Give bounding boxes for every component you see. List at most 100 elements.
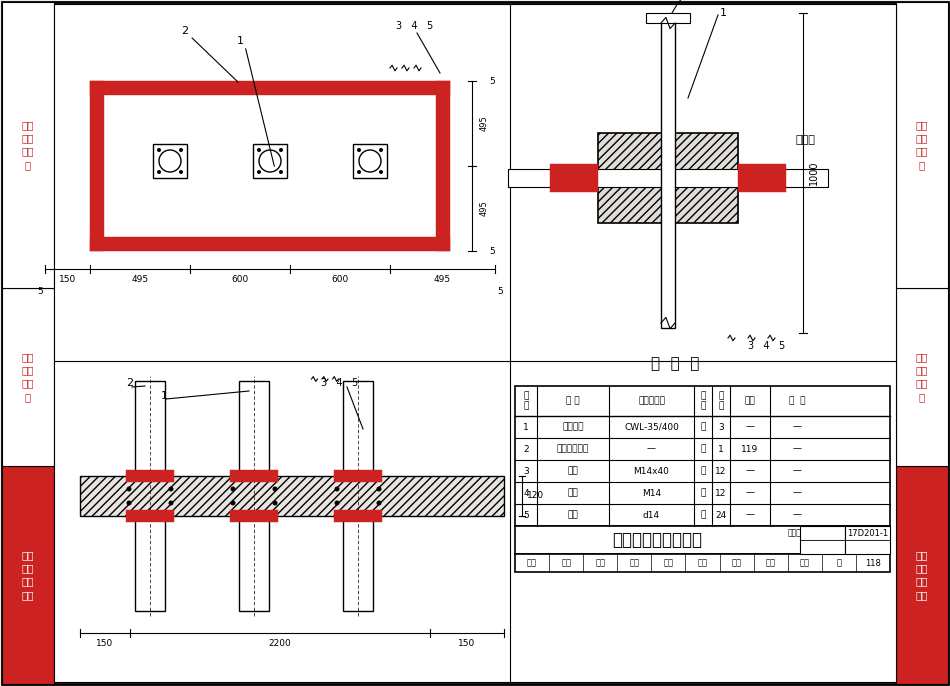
Bar [845,526,890,554]
Circle shape [376,501,382,506]
Text: 2: 2 [126,378,134,388]
Text: 3: 3 [523,466,529,475]
Text: 17D201-1: 17D201-1 [847,528,888,538]
Text: 24: 24 [715,510,727,519]
Bar [896,2,948,288]
Text: 穿墙套管安装（一）: 穿墙套管安装（一） [613,531,702,549]
Text: 常用
设备
构件
安装: 常用 设备 构件 安装 [916,550,928,600]
Bar [239,381,269,476]
Text: —: — [647,445,656,453]
Bar [153,144,187,178]
Text: 119: 119 [741,445,759,453]
Bar [2,288,54,466]
Text: 5: 5 [523,510,529,519]
Circle shape [357,148,361,152]
Text: 2200: 2200 [269,639,292,648]
Bar [334,470,382,482]
Bar [104,95,436,237]
Circle shape [257,148,261,152]
Text: 2: 2 [523,445,529,453]
Circle shape [179,170,183,174]
Text: 常用
设备
构件
安装: 常用 设备 构件 安装 [22,550,34,600]
Text: 编
号: 编 号 [523,391,529,411]
Text: 变压
器室
布置
图: 变压 器室 布置 图 [22,120,34,170]
Text: 1: 1 [718,445,724,453]
Text: 5: 5 [37,287,43,296]
Text: 12: 12 [715,466,727,475]
Circle shape [157,170,161,174]
Text: 明  细  表: 明 细 表 [651,357,699,372]
Bar [353,144,387,178]
Text: 图集号: 图集号 [788,528,802,538]
Text: 个: 个 [700,488,706,497]
Text: 4: 4 [523,488,529,497]
Bar [80,476,504,516]
Text: 陈旭: 陈旭 [561,558,571,567]
Bar [90,237,450,251]
Text: d14: d14 [643,510,660,519]
Circle shape [376,486,382,491]
Text: M14: M14 [642,488,661,497]
Text: —: — [793,423,802,431]
Text: 3: 3 [718,423,724,431]
Text: 数
量: 数 量 [718,391,724,411]
Bar [800,526,845,554]
Bar [334,510,382,522]
Text: —: — [793,466,802,475]
Bar [343,516,373,611]
Circle shape [126,501,131,506]
Text: 变压
器室
布置
图: 变压 器室 布置 图 [916,120,928,170]
Circle shape [231,501,236,506]
Text: 1: 1 [523,423,529,431]
Text: 3   4   5: 3 4 5 [748,341,786,351]
Text: 土建
设计
任务
图: 土建 设计 任务 图 [916,352,928,402]
Text: 495: 495 [480,200,489,216]
Text: —: — [793,510,802,519]
Text: 昱昆: 昱昆 [800,558,809,567]
Text: 螺栓: 螺栓 [568,466,579,475]
Text: 型号及规格: 型号及规格 [638,397,665,405]
Circle shape [179,148,183,152]
Text: 2: 2 [181,26,188,36]
Bar [2,466,54,684]
Text: 120: 120 [527,491,544,501]
Text: 12: 12 [715,488,727,497]
Circle shape [231,486,236,491]
Text: 2: 2 [676,0,684,5]
Bar [230,470,278,482]
Text: 页次: 页次 [745,397,755,405]
Text: 审核: 审核 [527,558,537,567]
Text: —: — [793,445,802,453]
Circle shape [279,170,283,174]
Bar [515,526,890,554]
Bar [2,2,54,288]
Text: 3   4   5: 3 4 5 [321,378,359,388]
Text: —: — [793,488,802,497]
Text: 负责: 负责 [596,558,605,567]
Text: 495: 495 [131,275,148,284]
Text: 495: 495 [434,275,451,284]
Bar [126,470,174,482]
Text: —: — [746,488,754,497]
Text: —: — [746,423,754,431]
Bar [896,288,948,466]
Bar [126,510,174,522]
Bar [253,144,287,178]
Text: 118: 118 [865,558,881,567]
Text: 栾昆: 栾昆 [766,558,776,567]
Circle shape [334,486,339,491]
Text: 5: 5 [497,287,503,296]
Bar [550,164,598,192]
Bar [598,133,738,223]
Text: 备  注: 备 注 [789,397,806,405]
Text: 3   4   5: 3 4 5 [396,21,433,31]
Circle shape [257,170,261,174]
Text: 600: 600 [232,275,249,284]
Text: 杨锖: 杨锖 [663,558,674,567]
Text: 1: 1 [719,8,727,18]
Text: 安装板（一）: 安装板（一） [557,445,589,453]
Text: 螺母: 螺母 [568,488,579,497]
Text: 校对: 校对 [629,558,639,567]
Circle shape [273,501,277,506]
Bar [896,466,948,684]
